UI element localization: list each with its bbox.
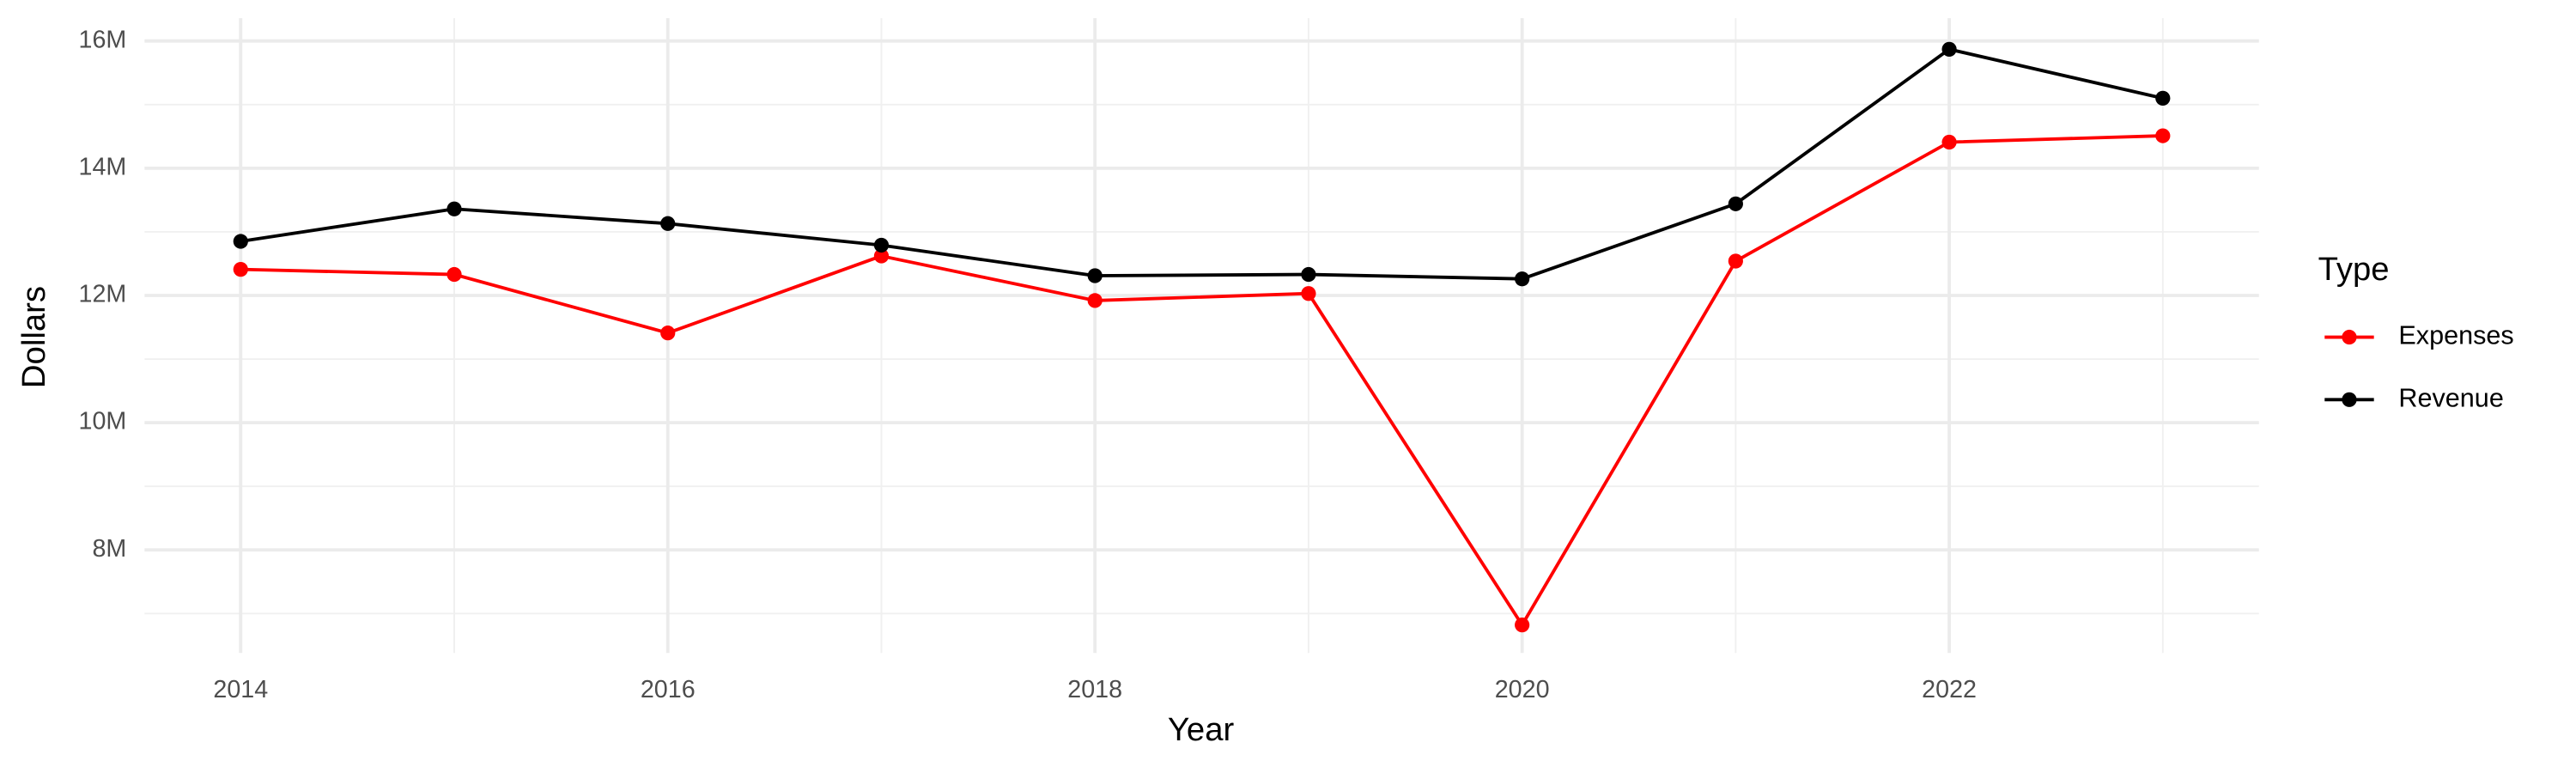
series-line [240, 47, 2164, 281]
data-point [1301, 266, 1316, 283]
data-point [2155, 128, 2171, 143]
legend-label: Revenue [2398, 383, 2503, 412]
data-point [233, 261, 248, 277]
plot-marks [233, 41, 2171, 633]
x-tick-label: 2014 [213, 676, 268, 703]
y-axis-title: Dollars [15, 286, 52, 388]
data-point [873, 248, 890, 264]
legend-point [2342, 392, 2357, 407]
x-tick-label: 2022 [1922, 676, 1977, 703]
data-point [1515, 271, 1530, 287]
legend-label: Expenses [2398, 321, 2513, 350]
data-point [233, 234, 248, 249]
grid [144, 18, 2259, 654]
legend-point [2342, 329, 2357, 345]
x-axis-title: Year [1168, 711, 1235, 748]
y-tick-label: 10M [79, 408, 127, 435]
data-point [447, 201, 462, 216]
data-point [873, 237, 890, 253]
y-tick-label: 8M [92, 535, 126, 563]
series-line [240, 134, 2163, 629]
data-point [1728, 196, 1743, 211]
data-point [1087, 268, 1103, 283]
data-point [1941, 41, 1957, 57]
data-point [1301, 286, 1316, 301]
data-point [660, 216, 676, 231]
x-tick-label: 2016 [641, 676, 696, 703]
legend-title: Type [2318, 251, 2390, 288]
data-point [2155, 90, 2171, 107]
data-point [660, 326, 676, 341]
x-tick-label: 2020 [1495, 676, 1550, 703]
data-point [1515, 618, 1530, 633]
x-tick-label: 2018 [1067, 676, 1122, 703]
y-tick-label: 12M [79, 281, 127, 308]
y-tick-label: 16M [79, 26, 127, 53]
data-point [1087, 293, 1103, 308]
data-point [1728, 253, 1743, 269]
data-point [1941, 134, 1957, 150]
data-point [447, 266, 462, 283]
y-tick-label: 14M [79, 153, 127, 180]
legend: Expenses Revenue [2324, 321, 2514, 412]
